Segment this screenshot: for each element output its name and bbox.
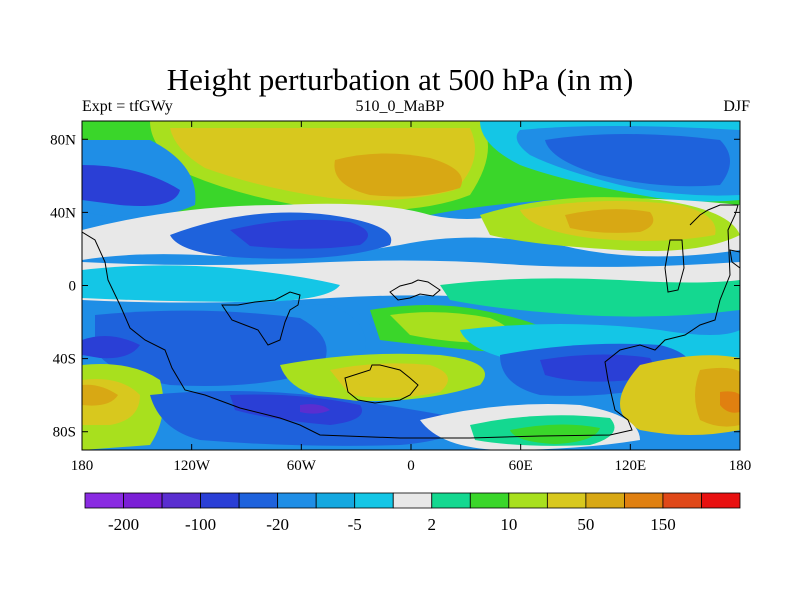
colorbar-swatch [161,492,201,509]
y-tick-label: 40N [50,205,76,221]
x-tick-label: 60W [287,458,317,474]
colorbar-swatch [84,492,124,509]
colorbar-swatch [701,492,741,509]
x-tick-label: 180 [729,458,752,474]
season-label: DJF [723,98,750,115]
coastline [82,204,739,439]
field-region [230,219,368,249]
field-region [720,391,740,413]
field-region [82,336,140,359]
colorbar-label: 2 [428,515,437,534]
x-tick-label: 0 [407,458,415,474]
field-region [440,278,740,317]
coastline [389,279,441,301]
colorbar-swatch [624,492,664,509]
colorbar-swatch [200,492,240,509]
colorbar-label: 10 [500,515,517,534]
field-region [95,310,327,386]
coastline [664,239,685,293]
x-tick-label: 120W [173,458,211,474]
experiment-label: Expt = tfGWy [82,98,173,115]
field-region [330,363,448,398]
y-tick-label: 40S [53,352,76,368]
colorbar-swatch [315,492,356,509]
colorbar-label: -200 [108,515,139,534]
colorbar-label: 150 [650,515,676,534]
field-region [300,404,330,414]
x-tick-label: 120E [614,458,646,474]
colorbar-swatch [238,492,279,509]
field-region [540,354,653,382]
colorbar-swatch [585,492,625,509]
colorbar-label: -100 [185,515,216,534]
colorbar-swatch [431,492,471,509]
colorbar-label: 50 [577,515,594,534]
field-region [565,209,654,233]
colorbar-swatch [392,492,433,509]
field-region [230,394,362,425]
colorbar-swatch [546,492,587,509]
colorbar-label: -5 [348,515,362,534]
field-region [545,134,730,187]
field-region [82,165,180,206]
field-region [334,153,462,197]
colorbar-label: -20 [266,515,289,534]
coastline [344,364,419,404]
case-label: 510_0_MaBP [355,98,445,115]
x-tick-label: 60E [509,458,533,474]
colorbar-swatch [277,492,317,509]
colorbar-swatch [508,492,548,509]
x-tick-label: 180 [71,458,94,474]
y-tick-label: 80S [53,425,76,441]
field-region [82,384,118,406]
colorbar-swatch [469,492,510,509]
chart-title: Height perturbation at 500 hPa (in m) [166,62,634,97]
coastline [221,291,301,346]
y-tick-label: 80N [50,132,76,148]
field-region [82,265,340,302]
colorbar-swatch [123,492,163,509]
colorbar-swatch [354,492,394,509]
field-region [510,424,600,444]
field-region [695,367,740,427]
y-tick-label: 0 [69,279,77,295]
colorbar-swatch [662,492,702,509]
coastline [729,249,740,269]
height-field [82,121,740,450]
